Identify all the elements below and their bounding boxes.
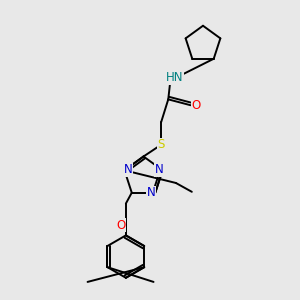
Text: N: N (155, 163, 164, 176)
Text: O: O (116, 219, 125, 232)
Text: O: O (191, 99, 201, 112)
Text: HN: HN (166, 71, 184, 84)
Text: N: N (124, 163, 132, 176)
Text: S: S (158, 138, 165, 151)
Text: N: N (147, 186, 155, 199)
